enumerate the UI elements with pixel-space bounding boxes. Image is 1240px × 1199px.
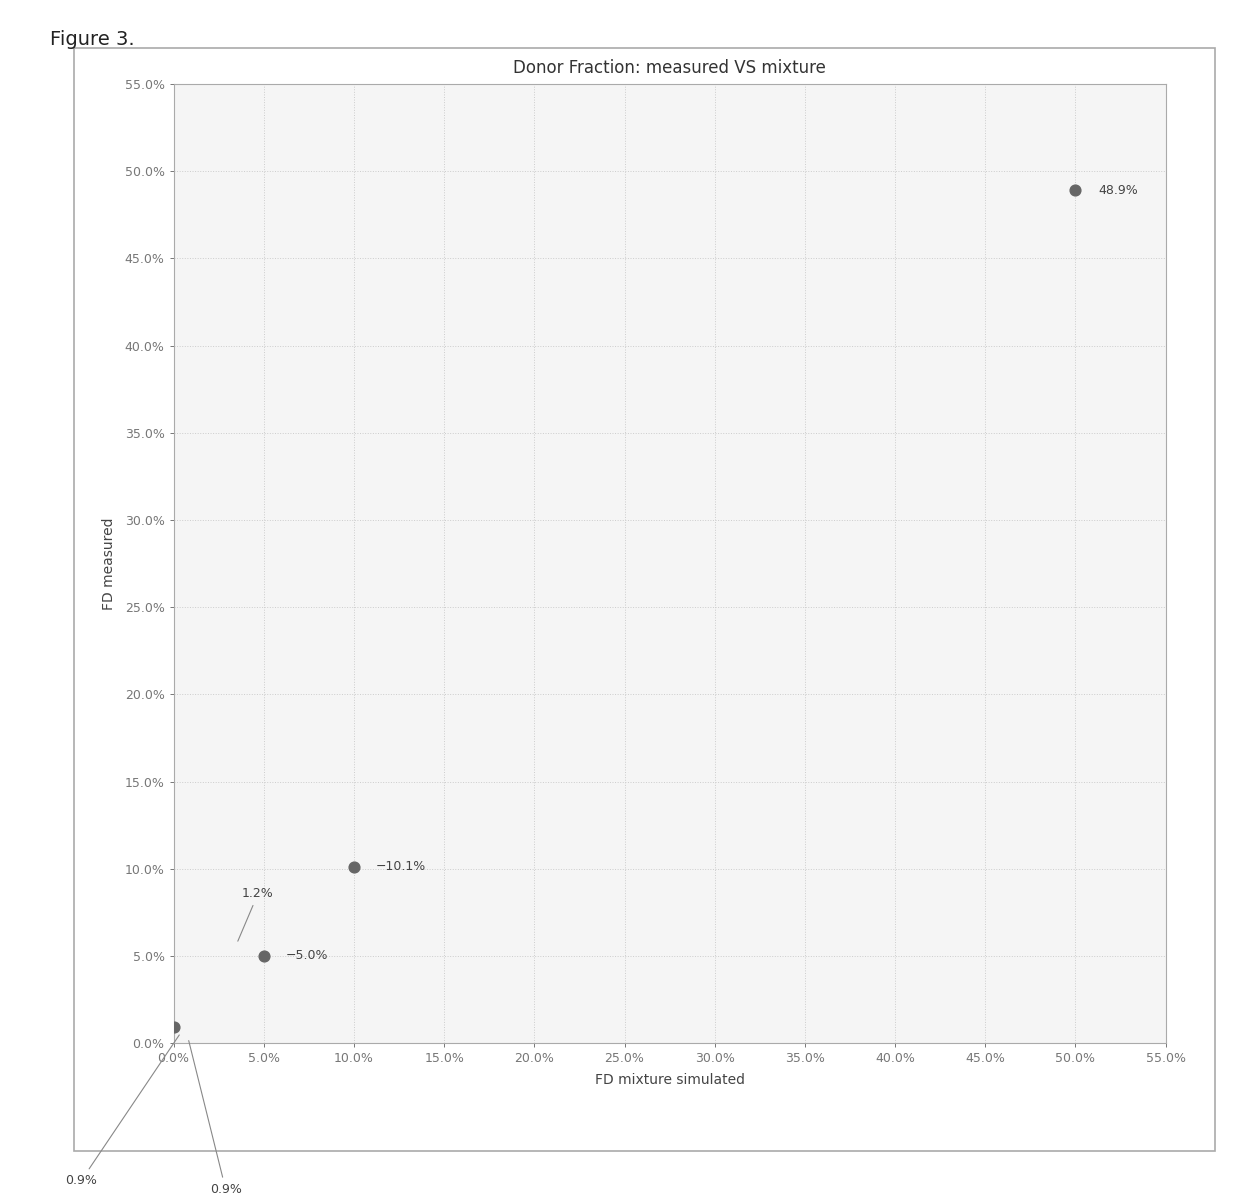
Point [164, 1018, 184, 1037]
Text: 0.9%: 0.9% [66, 1035, 180, 1187]
Text: 1.2%: 1.2% [238, 887, 274, 941]
Point [343, 857, 363, 876]
Point [1065, 181, 1085, 200]
Text: Figure 3.: Figure 3. [50, 30, 134, 49]
Point [254, 946, 274, 965]
Text: 0.9%: 0.9% [188, 1041, 242, 1195]
Text: −10.1%: −10.1% [376, 861, 425, 874]
X-axis label: FD mixture simulated: FD mixture simulated [595, 1073, 744, 1087]
Text: 48.9%: 48.9% [1099, 183, 1138, 197]
Y-axis label: FD measured: FD measured [102, 517, 117, 610]
Text: −5.0%: −5.0% [285, 950, 327, 963]
Title: Donor Fraction: measured VS mixture: Donor Fraction: measured VS mixture [513, 59, 826, 77]
